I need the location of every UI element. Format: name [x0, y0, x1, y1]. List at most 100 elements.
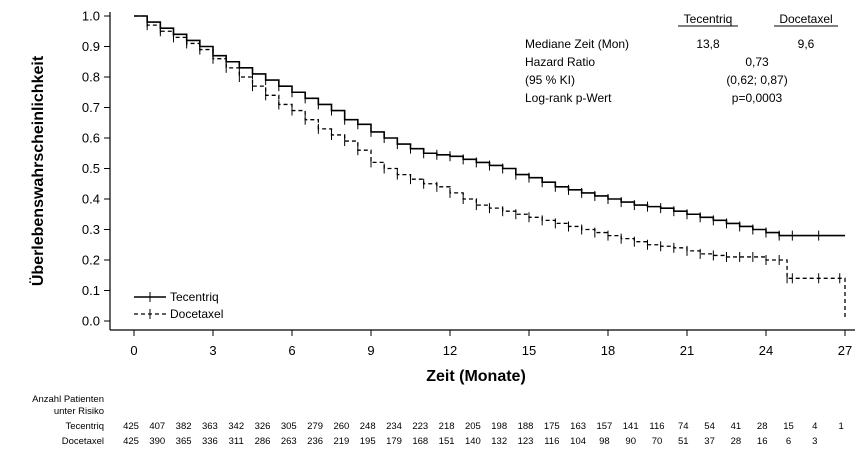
- risk-value-tecentriq: 248: [360, 421, 376, 432]
- y-tick-label: 0.9: [82, 39, 100, 54]
- x-tick-label: 3: [209, 343, 216, 358]
- stats-median-tecentriq: 13,8: [696, 37, 720, 51]
- stats-label-hazard-ratio: Hazard Ratio: [525, 55, 595, 69]
- risk-value-tecentriq: 326: [255, 421, 271, 432]
- risk-value-docetaxel: 98: [599, 436, 610, 447]
- risk-table-title-line2: unter Risiko: [54, 406, 104, 417]
- stats-label-median: Mediane Zeit (Mon): [525, 37, 629, 51]
- y-tick-label: 1.0: [82, 9, 100, 24]
- risk-value-docetaxel: 140: [465, 436, 481, 447]
- risk-table: Anzahl Patienten unter Risiko Tecentriq …: [32, 394, 844, 447]
- risk-value-docetaxel: 311: [229, 436, 244, 447]
- risk-value-tecentriq: 157: [596, 421, 612, 432]
- survival-curves: [134, 15, 846, 318]
- x-tick-label: 12: [443, 343, 457, 358]
- risk-value-tecentriq: 305: [281, 421, 297, 432]
- y-tick-label: 0.3: [82, 222, 100, 237]
- risk-value-docetaxel: 6: [786, 436, 791, 447]
- risk-value-docetaxel: 390: [149, 436, 165, 447]
- risk-value-tecentriq: 116: [649, 421, 664, 432]
- y-tick-label: 0.7: [82, 100, 100, 115]
- risk-value-docetaxel: 37: [704, 436, 715, 447]
- x-tick-label: 27: [838, 343, 852, 358]
- risk-value-docetaxel: 286: [255, 436, 271, 447]
- y-tick-label: 0.5: [82, 161, 100, 176]
- risk-value-docetaxel: 195: [360, 436, 376, 447]
- risk-value-tecentriq: 188: [518, 421, 534, 432]
- risk-value-tecentriq: 54: [704, 421, 715, 432]
- stats-ci-value: (0,62; 0,87): [726, 73, 787, 87]
- risk-row-label-tecentriq: Tecentriq: [65, 421, 104, 432]
- risk-value-tecentriq: 425: [123, 421, 139, 432]
- x-tick-label: 24: [759, 343, 773, 358]
- risk-value-docetaxel: 236: [307, 436, 323, 447]
- x-axis-title: Zeit (Monate): [426, 368, 526, 385]
- risk-value-tecentriq: 260: [333, 421, 349, 432]
- risk-value-tecentriq: 41: [731, 421, 742, 432]
- stats-label-ci: (95 % KI): [525, 73, 575, 87]
- legend-label-docetaxel: Docetaxel: [170, 307, 223, 321]
- stats-logrank-value: p=0,0003: [732, 91, 783, 105]
- risk-value-docetaxel: 263: [281, 436, 297, 447]
- risk-value-tecentriq: 141: [623, 421, 639, 432]
- risk-value-tecentriq: 74: [678, 421, 689, 432]
- risk-value-docetaxel: 123: [518, 436, 534, 447]
- y-tick-label: 0.0: [82, 314, 100, 329]
- risk-value-docetaxel: 116: [544, 436, 559, 447]
- y-axis-title: Überlebenswahrscheinlichkeit: [28, 55, 47, 286]
- risk-value-docetaxel: 16: [757, 436, 768, 447]
- stats-header-docetaxel: Docetaxel: [779, 12, 832, 26]
- risk-value-docetaxel: 70: [652, 436, 663, 447]
- stats-header-tecentriq: Tecentriq: [684, 12, 733, 26]
- risk-value-docetaxel: 425: [123, 436, 139, 447]
- stats-hazard-ratio-value: 0,73: [745, 55, 769, 69]
- stats-table: Tecentriq Docetaxel Mediane Zeit (Mon) 1…: [525, 12, 838, 105]
- risk-value-docetaxel: 3: [812, 436, 817, 447]
- y-tick-label: 0.2: [82, 253, 100, 268]
- risk-value-docetaxel: 168: [412, 436, 428, 447]
- x-tick-label: 0: [130, 343, 137, 358]
- y-axis-ticks: 0.0 0.1 0.2 0.3 0.4 0.5 0.6 0.7 0.8 0.9 1.0: [82, 9, 110, 329]
- risk-value-tecentriq: 218: [439, 421, 455, 432]
- risk-value-docetaxel: 90: [625, 436, 636, 447]
- x-axis-ticks: 0 3 6 9 12 15 18 21 24 27: [130, 330, 852, 358]
- x-tick-label: 9: [367, 343, 374, 358]
- risk-value-tecentriq: 198: [491, 421, 507, 432]
- risk-value-docetaxel: 51: [678, 436, 689, 447]
- risk-value-tecentriq: 234: [386, 421, 402, 432]
- x-tick-label: 6: [288, 343, 295, 358]
- risk-row-label-docetaxel: Docetaxel: [62, 436, 104, 447]
- risk-value-tecentriq: 223: [412, 421, 428, 432]
- risk-table-title-line1: Anzahl Patienten: [32, 394, 104, 405]
- risk-value-docetaxel: 104: [570, 436, 586, 447]
- y-tick-label: 0.4: [82, 192, 100, 207]
- y-tick-label: 0.8: [82, 70, 100, 85]
- y-tick-label: 0.6: [82, 131, 100, 146]
- risk-value-tecentriq: 279: [307, 421, 323, 432]
- risk-value-tecentriq: 205: [465, 421, 481, 432]
- risk-value-tecentriq: 175: [544, 421, 560, 432]
- risk-value-docetaxel: 365: [176, 436, 192, 447]
- legend-label-tecentriq: Tecentriq: [170, 290, 219, 304]
- risk-value-tecentriq: 407: [149, 421, 165, 432]
- risk-value-tecentriq: 342: [228, 421, 244, 432]
- x-tick-label: 21: [680, 343, 694, 358]
- risk-value-tecentriq: 1: [838, 421, 843, 432]
- y-tick-label: 0.1: [82, 283, 100, 298]
- risk-value-docetaxel: 336: [202, 436, 218, 447]
- series-line-tecentriq: [134, 15, 845, 237]
- x-tick-label: 15: [522, 343, 536, 358]
- risk-value-tecentriq: 382: [176, 421, 192, 432]
- risk-value-tecentriq: 4: [812, 421, 817, 432]
- legend: Tecentriq Docetaxel: [134, 290, 223, 321]
- risk-value-docetaxel: 132: [491, 436, 507, 447]
- risk-value-docetaxel: 219: [333, 436, 349, 447]
- risk-value-docetaxel: 28: [731, 436, 742, 447]
- stats-label-logrank: Log-rank p-Wert: [525, 91, 612, 105]
- risk-value-docetaxel: 151: [439, 436, 455, 447]
- risk-value-docetaxel: 179: [386, 436, 402, 447]
- risk-value-tecentriq: 163: [570, 421, 586, 432]
- risk-value-tecentriq: 363: [202, 421, 218, 432]
- x-tick-label: 18: [601, 343, 615, 358]
